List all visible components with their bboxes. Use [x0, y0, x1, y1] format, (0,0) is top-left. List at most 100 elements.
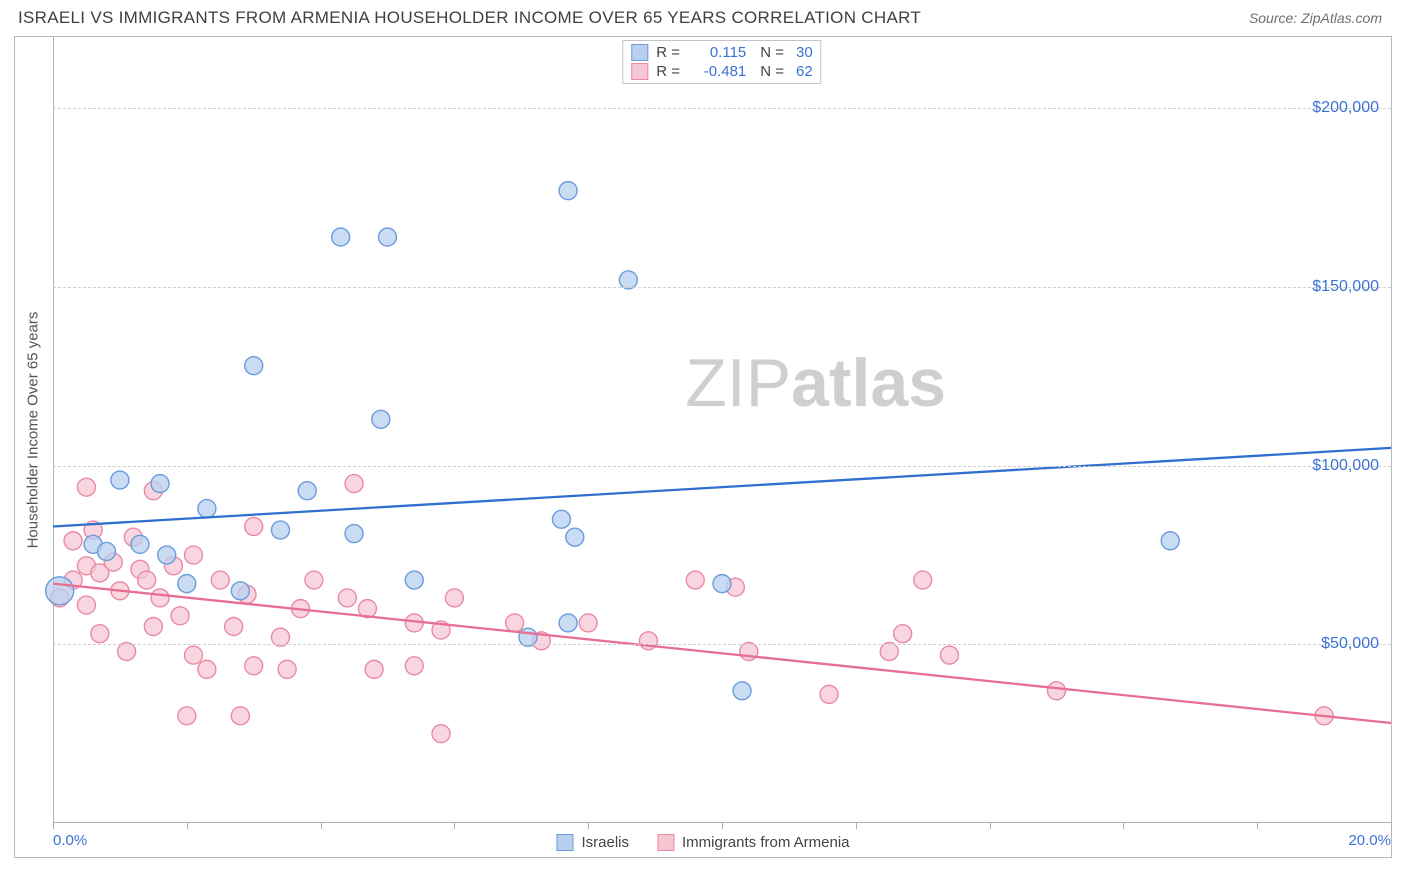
scatter-point — [198, 660, 216, 678]
scatter-point — [820, 685, 838, 703]
scatter-point — [211, 571, 229, 589]
x-tick-mark — [321, 823, 322, 829]
x-tick-mark — [588, 823, 589, 829]
scatter-point — [231, 582, 249, 600]
x-tick-mark — [722, 823, 723, 829]
x-tick-mark — [856, 823, 857, 829]
scatter-point — [332, 228, 350, 246]
scatter-point — [379, 228, 397, 246]
scatter-point — [198, 500, 216, 518]
n-label: N = — [760, 44, 784, 61]
gridline — [53, 644, 1391, 645]
legend-item-2: Immigrants from Armenia — [657, 834, 850, 851]
correlation-row-1: R = 0.115 N = 30 — [631, 43, 812, 62]
legend-item-1: Israelis — [556, 834, 629, 851]
y-tick-label: $100,000 — [1312, 457, 1379, 475]
gridline — [53, 466, 1391, 467]
chart-container: Householder Income Over 65 years ZIPatla… — [14, 36, 1392, 858]
x-tick-label: 0.0% — [53, 832, 87, 849]
scatter-point — [158, 546, 176, 564]
y-tick-label: $50,000 — [1321, 635, 1379, 653]
y-axis-label: Householder Income Over 65 years — [25, 312, 42, 549]
scatter-point — [1048, 682, 1066, 700]
legend-swatch-2 — [631, 63, 648, 80]
n-value-2: 62 — [796, 63, 813, 80]
scatter-point — [111, 471, 129, 489]
legend-label-2: Immigrants from Armenia — [682, 834, 850, 851]
scatter-point — [278, 660, 296, 678]
x-tick-mark — [1123, 823, 1124, 829]
trend-line — [53, 448, 1391, 527]
gridline — [53, 287, 1391, 288]
series-legend: Israelis Immigrants from Armenia — [556, 834, 849, 851]
scatter-point — [506, 614, 524, 632]
scatter-point — [171, 607, 189, 625]
scatter-point — [305, 571, 323, 589]
plot-area: Householder Income Over 65 years ZIPatla… — [53, 37, 1391, 823]
r-value-2: -0.481 — [694, 63, 746, 80]
scatter-point — [552, 510, 570, 528]
source-label: Source: — [1249, 10, 1297, 26]
scatter-point — [940, 646, 958, 664]
scatter-point — [245, 517, 263, 535]
scatter-point — [914, 571, 932, 589]
correlation-row-2: R = -0.481 N = 62 — [631, 62, 812, 81]
scatter-point — [559, 182, 577, 200]
scatter-point — [178, 707, 196, 725]
scatter-point — [91, 625, 109, 643]
scatter-point — [184, 546, 202, 564]
legend-swatch-israelis — [556, 834, 573, 851]
scatter-point — [151, 475, 169, 493]
x-tick-label: 20.0% — [1348, 832, 1391, 849]
scatter-point — [77, 478, 95, 496]
scatter-point — [64, 532, 82, 550]
x-tick-mark — [53, 823, 54, 829]
scatter-point — [559, 614, 577, 632]
x-tick-mark — [187, 823, 188, 829]
n-value-1: 30 — [796, 44, 813, 61]
scatter-point — [245, 657, 263, 675]
scatter-point — [405, 657, 423, 675]
scatter-point — [151, 589, 169, 607]
scatter-point — [432, 725, 450, 743]
scatter-point — [345, 525, 363, 543]
scatter-point — [894, 625, 912, 643]
scatter-point — [713, 575, 731, 593]
scatter-point — [345, 475, 363, 493]
x-tick-mark — [1257, 823, 1258, 829]
scatter-point — [365, 660, 383, 678]
scatter-point — [1161, 532, 1179, 550]
scatter-point — [225, 618, 243, 636]
scatter-point — [231, 707, 249, 725]
scatter-point — [298, 482, 316, 500]
chart-header: ISRAELI VS IMMIGRANTS FROM ARMENIA HOUSE… — [0, 0, 1406, 32]
x-tick-mark — [454, 823, 455, 829]
source-value: ZipAtlas.com — [1301, 10, 1382, 26]
x-tick-mark — [1391, 823, 1392, 829]
scatter-point — [372, 410, 390, 428]
scatter-point — [77, 596, 95, 614]
n-label: N = — [760, 63, 784, 80]
correlation-legend: R = 0.115 N = 30 R = -0.481 N = 62 — [622, 40, 821, 84]
scatter-point — [98, 542, 116, 560]
scatter-point — [184, 646, 202, 664]
legend-swatch-armenia — [657, 834, 674, 851]
scatter-point — [46, 577, 74, 605]
scatter-point — [566, 528, 584, 546]
gridline — [53, 108, 1391, 109]
legend-label-1: Israelis — [581, 834, 629, 851]
scatter-point — [138, 571, 156, 589]
r-value-1: 0.115 — [694, 44, 746, 61]
r-label: R = — [656, 63, 686, 80]
scatter-point — [178, 575, 196, 593]
scatter-point — [405, 571, 423, 589]
scatter-point — [579, 614, 597, 632]
r-label: R = — [656, 44, 686, 61]
scatter-point — [271, 521, 289, 539]
chart-title: ISRAELI VS IMMIGRANTS FROM ARMENIA HOUSE… — [18, 8, 921, 28]
source-attribution: Source: ZipAtlas.com — [1249, 10, 1382, 26]
scatter-point — [144, 618, 162, 636]
scatter-point — [131, 535, 149, 553]
scatter-point — [245, 357, 263, 375]
scatter-point — [338, 589, 356, 607]
